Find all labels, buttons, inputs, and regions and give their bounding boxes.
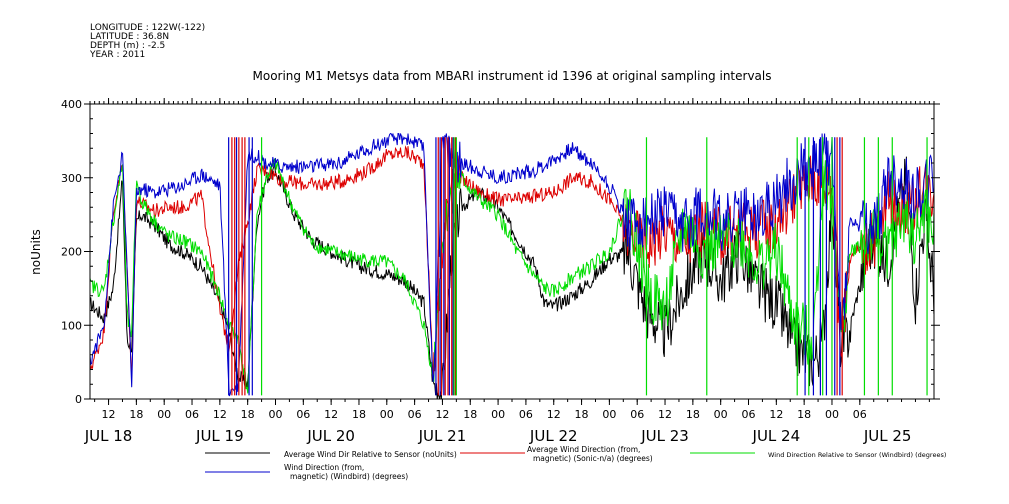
x-tick-label-1: 18	[129, 408, 143, 421]
x-tick-label-24: 12	[769, 408, 783, 421]
day-label-0: JUL 18	[84, 427, 133, 445]
y-axis-label: noUnits	[29, 229, 43, 275]
x-tick-label-3: 06	[185, 408, 199, 421]
legend-label-3: Wind Direction Relative to Sensor (Windb…	[768, 451, 946, 459]
axes-layer: 0 100 200 300 400 12 18 00 06 12 18 00 06 12 18 00 06 12 1…	[61, 98, 940, 445]
meta-year: YEAR : 2011	[90, 50, 146, 60]
legend-label-line-2: magnetic) (Windbird) (degrees)	[290, 472, 408, 481]
x-tick-label-5: 18	[241, 408, 255, 421]
x-tick-label-4: 12	[213, 408, 227, 421]
y-tick-label-0: 0	[75, 393, 82, 406]
chart-title: Mooring M1 Metsys data from MBARI instru…	[253, 69, 772, 83]
x-tick-label-22: 00	[714, 408, 728, 421]
day-label-7: JUL 25	[863, 427, 912, 445]
day-label-4: JUL 22	[529, 427, 578, 445]
meta-latitude: LATITUDE : 36.8N	[90, 32, 170, 42]
x-tick-label-20: 12	[658, 408, 672, 421]
meta-longitude: LONGITUDE : 122W(-122)	[90, 23, 206, 33]
x-tick-label-21: 18	[686, 408, 700, 421]
y-tick-label-3: 300	[61, 172, 82, 185]
x-tick-label-9: 18	[352, 408, 366, 421]
legend-label-1: Average Wind Dir Relative to Sensor (noU…	[284, 450, 457, 459]
legend: Average Wind Dir Relative to Sensor (noU…	[205, 445, 946, 481]
x-tick-label-2: 00	[157, 408, 171, 421]
day-label-1: JUL 19	[195, 427, 244, 445]
x-tick-label-23: 06	[742, 408, 756, 421]
x-tick-label-7: 06	[296, 408, 310, 421]
plot-area	[90, 132, 934, 399]
x-tick-label-19: 06	[630, 408, 644, 421]
x-tick-label-26: 00	[825, 408, 839, 421]
x-tick-label-8: 12	[324, 408, 338, 421]
x-tick-label-10: 00	[380, 408, 394, 421]
meta-depth: DEPTH (m) : -2.5	[90, 41, 166, 51]
plot-layer	[90, 132, 934, 399]
series-line-4	[90, 132, 934, 397]
legend-label-line-1: Average Wind Direction (from,	[527, 445, 640, 454]
x-tick-label-25: 18	[797, 408, 811, 421]
x-tick-label-18: 00	[602, 408, 616, 421]
x-tick-label-17: 18	[575, 408, 589, 421]
x-tick-label-12: 12	[435, 408, 449, 421]
x-tick-label-14: 00	[491, 408, 505, 421]
day-label-3: JUL 21	[418, 427, 467, 445]
day-label-5: JUL 23	[640, 427, 689, 445]
x-tick-label-16: 12	[547, 408, 561, 421]
x-tick-label-27: 06	[853, 408, 867, 421]
day-label-6: JUL 24	[752, 427, 801, 445]
series-line-2	[90, 145, 934, 380]
x-tick-label-6: 00	[268, 408, 282, 421]
y-tick-label-2: 200	[61, 246, 82, 259]
x-tick-label-15: 06	[519, 408, 533, 421]
legend-label-line-1: Wind Direction (from,	[284, 463, 364, 472]
x-tick-label-0: 12	[102, 408, 116, 421]
y-tick-label-4: 400	[61, 98, 82, 111]
legend-label-2: Average Wind Direction (from, magnetic) (…	[527, 445, 653, 463]
x-tick-label-11: 06	[408, 408, 422, 421]
day-label-2: JUL 20	[306, 427, 355, 445]
y-tick-label-1: 100	[61, 319, 82, 332]
series-line-3	[90, 158, 934, 394]
x-tick-label-13: 18	[463, 408, 477, 421]
legend-label-4: Wind Direction (from, magnetic) (Windbird…	[284, 463, 408, 481]
legend-label-line-2: magnetic) (Sonic-n/a) (degrees)	[533, 454, 653, 463]
